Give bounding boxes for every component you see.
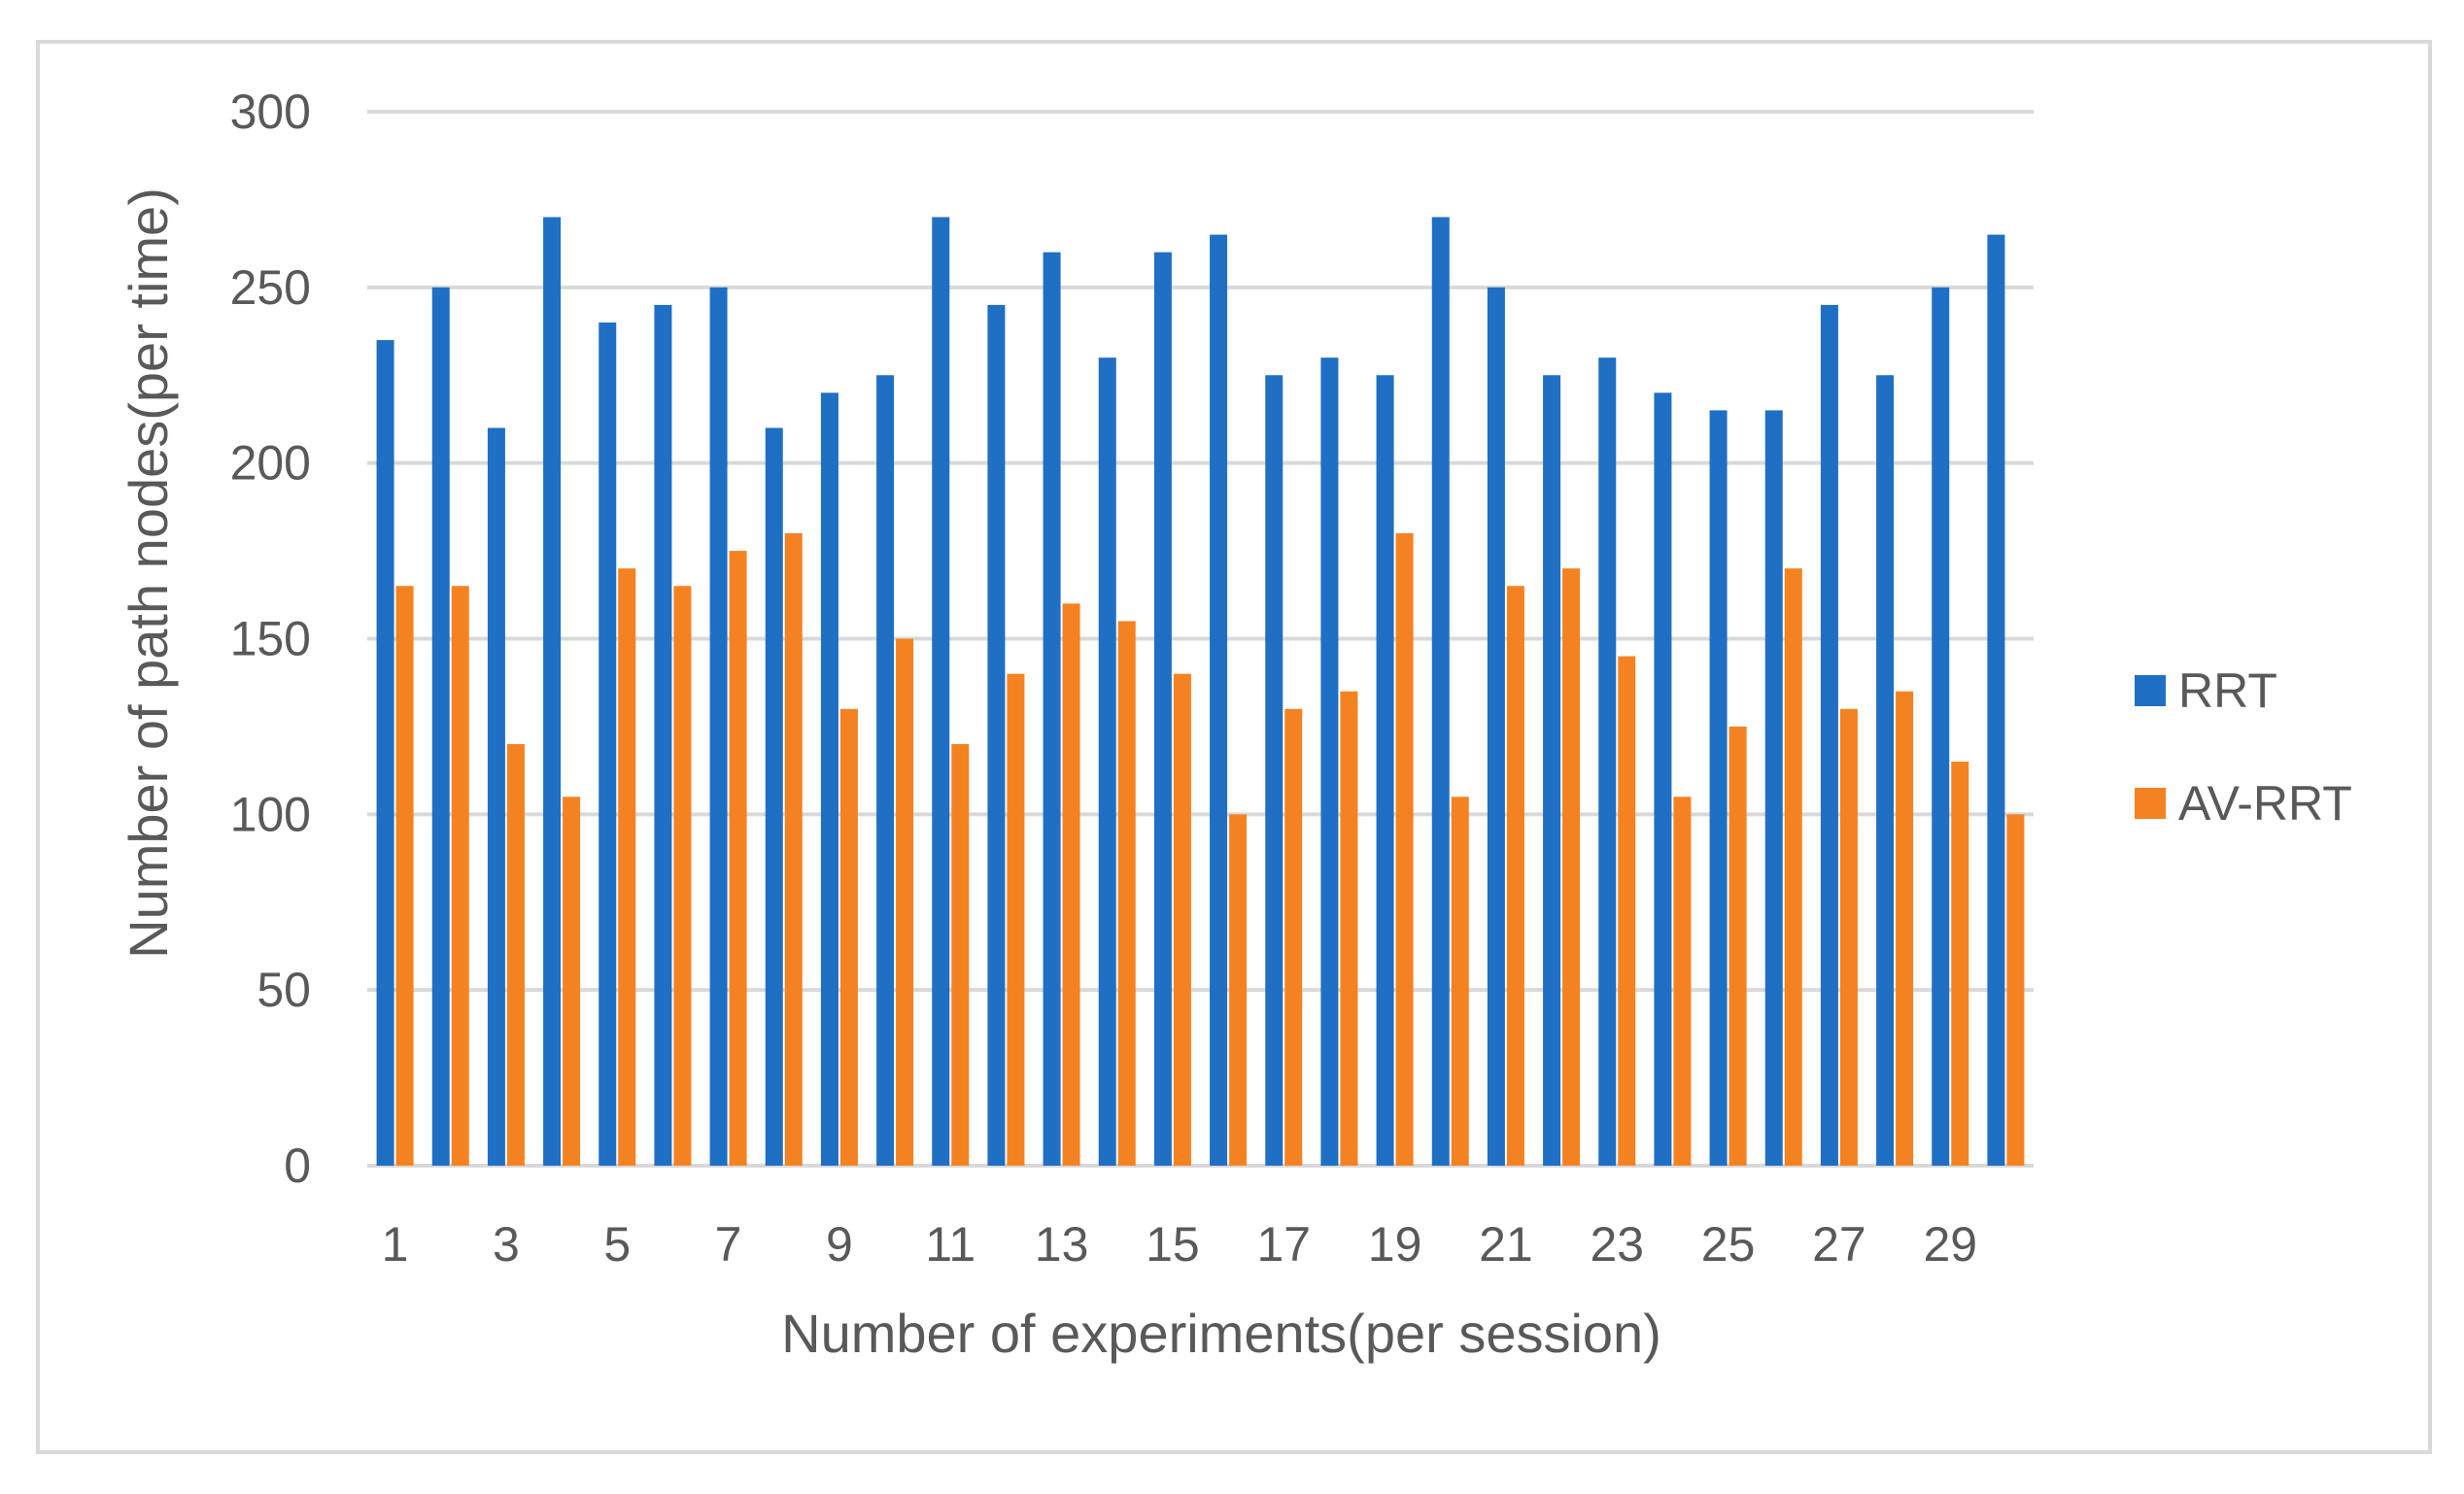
bar-rrt-11 <box>932 217 950 1166</box>
bar-rrt-27 <box>1820 304 1838 1167</box>
x-tick-label: 5 <box>603 1217 631 1272</box>
bar-rrt-23 <box>1598 357 1617 1167</box>
bar-av-rrt-3 <box>506 744 525 1166</box>
bar-av-rrt-1 <box>395 586 414 1166</box>
bar-av-rrt-2 <box>451 586 469 1166</box>
bar-av-rrt-11 <box>951 744 970 1166</box>
bar-rrt-25 <box>1709 410 1728 1167</box>
x-tick-label: 29 <box>1923 1217 1977 1272</box>
bar-rrt-22 <box>1543 375 1561 1166</box>
x-tick-label: 1 <box>382 1217 409 1272</box>
bar-rrt-14 <box>1098 357 1116 1167</box>
bar-rrt-20 <box>1431 217 1450 1166</box>
bar-av-rrt-27 <box>1839 708 1858 1166</box>
y-tick-label: 250 <box>230 260 311 315</box>
x-tick-label: 9 <box>826 1217 853 1272</box>
x-axis-ticks: 1 3 5 7 9 11 13 15 17 19 21 23 25 27 29 <box>382 1217 1977 1272</box>
bar-av-rrt-5 <box>618 568 636 1166</box>
bar-av-rrt-23 <box>1618 656 1636 1166</box>
x-tick-label: 17 <box>1256 1217 1311 1272</box>
bar-rrt-30 <box>1987 234 2005 1167</box>
y-tick-label: 50 <box>257 963 311 1017</box>
bar-av-rrt-8 <box>784 533 803 1166</box>
bar-av-rrt-6 <box>673 586 692 1166</box>
x-tick-label: 7 <box>715 1217 742 1272</box>
bar-rrt-12 <box>987 304 1006 1167</box>
y-axis-ticks: 0 50 100 150 200 250 300 <box>230 85 311 1193</box>
bar-av-rrt-14 <box>1117 621 1136 1166</box>
bar-rrt-17 <box>1265 375 1283 1166</box>
bar-av-rrt-20 <box>1451 797 1469 1166</box>
bar-rrt-28 <box>1876 375 1895 1166</box>
bar-rrt-24 <box>1654 392 1672 1166</box>
bar-av-rrt-26 <box>1784 568 1802 1166</box>
x-tick-label: 21 <box>1479 1217 1533 1272</box>
bar-rrt-1 <box>376 340 394 1166</box>
bar-rrt-26 <box>1764 410 1783 1167</box>
legend: RRT AV-RRT <box>2135 663 2352 831</box>
bar-av-rrt-19 <box>1395 533 1414 1166</box>
gridlines <box>367 110 2034 1168</box>
bar-rrt-8 <box>765 427 783 1166</box>
bar-av-rrt-15 <box>1173 673 1191 1166</box>
x-tick-label: 15 <box>1146 1217 1200 1272</box>
bar-rrt-15 <box>1153 252 1172 1167</box>
y-tick-label: 200 <box>230 436 311 491</box>
bar-av-rrt-13 <box>1062 603 1080 1166</box>
bar-rrt-3 <box>487 427 505 1166</box>
bar-av-rrt-30 <box>2006 814 2025 1166</box>
x-tick-label: 23 <box>1590 1217 1644 1272</box>
bar-rrt-6 <box>654 304 672 1167</box>
bar-av-rrt-24 <box>1673 797 1692 1166</box>
legend-swatch-av-rrt <box>2135 788 2166 819</box>
bar-rrt-7 <box>709 287 728 1166</box>
bar-rrt-2 <box>431 287 450 1166</box>
y-tick-label: 150 <box>230 612 311 666</box>
y-tick-label: 100 <box>230 787 311 841</box>
legend-label-av-rrt: AV-RRT <box>2178 776 2352 831</box>
bar-rrt-21 <box>1487 287 1505 1166</box>
bar-rrt-19 <box>1376 375 1394 1166</box>
legend-swatch-rrt <box>2135 675 2166 706</box>
y-axis-title: Number of path nodes(per time) <box>118 187 179 959</box>
bar-av-rrt-29 <box>1951 762 1969 1166</box>
bar-rrt-29 <box>1932 287 1950 1166</box>
bar-av-rrt-17 <box>1284 708 1303 1166</box>
x-tick-label: 11 <box>925 1217 975 1272</box>
bars <box>376 217 2025 1167</box>
bar-rrt-10 <box>876 375 895 1166</box>
bar-rrt-4 <box>543 217 562 1166</box>
bar-rrt-16 <box>1210 234 1228 1167</box>
x-axis-title: Number of experiments(per session) <box>781 1303 1661 1364</box>
bar-rrt-9 <box>820 392 838 1166</box>
x-tick-label: 27 <box>1812 1217 1866 1272</box>
bar-av-rrt-4 <box>563 797 581 1166</box>
x-tick-label: 25 <box>1701 1217 1756 1272</box>
bar-av-rrt-21 <box>1506 586 1524 1166</box>
bar-av-rrt-25 <box>1728 726 1747 1166</box>
bar-rrt-5 <box>599 323 617 1166</box>
bar-av-rrt-12 <box>1007 673 1025 1166</box>
y-tick-label: 0 <box>284 1138 311 1193</box>
bar-av-rrt-9 <box>839 708 858 1166</box>
bar-av-rrt-28 <box>1896 691 1914 1166</box>
y-tick-label: 300 <box>230 85 311 139</box>
bar-rrt-13 <box>1043 252 1061 1167</box>
x-tick-label: 3 <box>493 1217 520 1272</box>
x-tick-label: 13 <box>1035 1217 1089 1272</box>
bar-av-rrt-7 <box>729 551 747 1166</box>
bar-av-rrt-10 <box>896 638 914 1166</box>
bar-rrt-18 <box>1320 357 1339 1167</box>
bar-av-rrt-16 <box>1229 814 1248 1166</box>
bar-av-rrt-18 <box>1340 691 1358 1166</box>
bar-av-rrt-22 <box>1562 568 1581 1166</box>
x-tick-label: 19 <box>1368 1217 1422 1272</box>
legend-label-rrt: RRT <box>2178 663 2277 718</box>
